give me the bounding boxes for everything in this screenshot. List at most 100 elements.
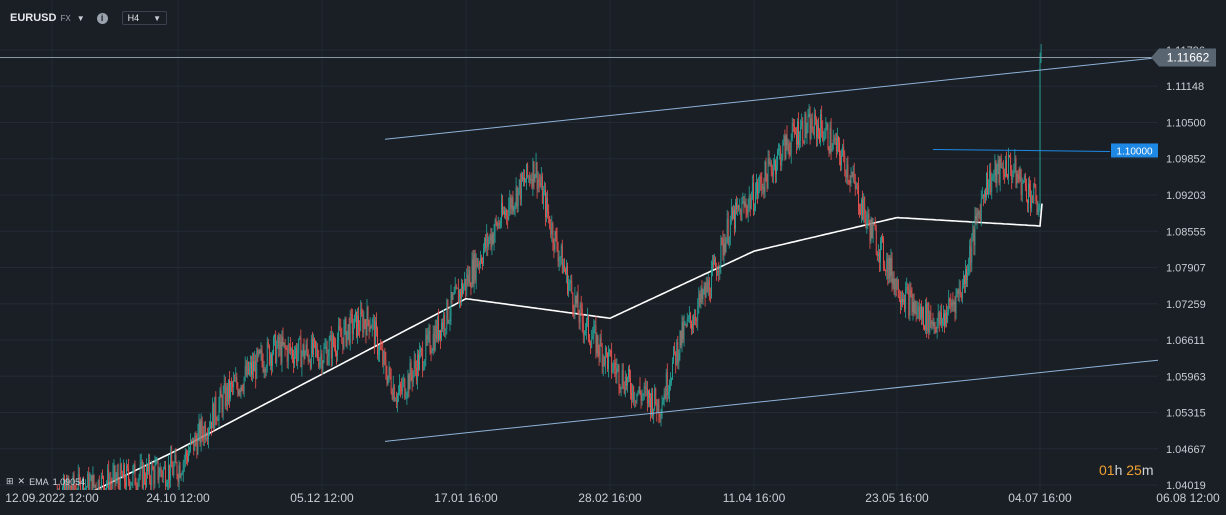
- candle-body: [653, 408, 655, 417]
- candle-body: [387, 375, 389, 385]
- candle-body: [298, 338, 300, 353]
- indicator-remove-icon[interactable]: ✕: [17, 476, 26, 486]
- symbol-name[interactable]: EURUSD: [10, 12, 57, 24]
- candle-body: [766, 175, 768, 189]
- candle-body: [318, 358, 320, 367]
- candle-body: [593, 325, 595, 337]
- candle-body: [452, 293, 454, 300]
- candle-body: [902, 299, 903, 302]
- candle-body: [709, 297, 711, 299]
- level-line[interactable]: [932, 148, 1111, 152]
- candle-body: [392, 385, 394, 399]
- candle-body: [686, 318, 688, 326]
- candle-body: [356, 311, 357, 337]
- candle-body: [704, 285, 706, 298]
- candle-body: [889, 257, 891, 276]
- candle-body: [100, 475, 102, 499]
- candle-body: [1007, 175, 1008, 178]
- candle-body: [133, 464, 135, 470]
- candle-body: [986, 172, 987, 198]
- candle-body: [514, 203, 516, 208]
- candle-body: [659, 415, 661, 417]
- candle-body: [1005, 160, 1006, 177]
- candle-body: [937, 312, 939, 322]
- candle-body: [1035, 187, 1037, 202]
- candle-body: [456, 287, 458, 289]
- candle-body: [270, 354, 271, 365]
- candle-body: [985, 191, 986, 198]
- x-tick-label: 23.05 16:00: [865, 491, 929, 505]
- candle-body: [212, 404, 214, 429]
- candle-body: [544, 190, 545, 192]
- channel-upper-line[interactable]: [384, 57, 1159, 140]
- symbol-dropdown-icon[interactable]: ▼: [76, 13, 85, 23]
- candle-body: [411, 375, 413, 383]
- candle-body: [285, 347, 287, 349]
- candle-body: [996, 166, 998, 183]
- candle-body: [1038, 207, 1040, 209]
- candle-body: [478, 263, 480, 265]
- info-icon[interactable]: i: [96, 12, 108, 24]
- candle-body: [882, 237, 883, 240]
- y-tick-label: 1.07259: [1166, 299, 1206, 311]
- candle-body: [980, 198, 982, 221]
- candle-body: [445, 328, 447, 330]
- level-price-text: 1.10000: [1116, 146, 1153, 157]
- candle-body: [498, 222, 500, 226]
- candle-body: [728, 237, 730, 244]
- candle-body: [658, 399, 660, 416]
- candle-body: [289, 344, 291, 351]
- candle-body: [179, 465, 181, 478]
- candle-body: [186, 451, 187, 457]
- channel-lower-line[interactable]: [384, 359, 1159, 442]
- candle-body: [388, 367, 390, 376]
- candle-body: [87, 474, 89, 488]
- candle-body: [806, 129, 808, 135]
- candle-body: [981, 195, 983, 199]
- candle-body: [936, 321, 938, 333]
- candle-body: [863, 197, 865, 219]
- candle-body: [883, 239, 884, 265]
- candle-body: [765, 161, 767, 176]
- candle-body: [970, 246, 972, 263]
- candle-body: [469, 270, 471, 287]
- candle-body: [693, 324, 694, 325]
- candle-body: [929, 312, 931, 333]
- candle-body: [859, 209, 860, 213]
- timeframe-select[interactable]: H4 ▼: [121, 11, 168, 25]
- candle-body: [853, 172, 855, 181]
- candle-body: [74, 489, 76, 491]
- candle-body: [646, 388, 648, 404]
- candle-body: [302, 344, 304, 354]
- candle-body: [665, 372, 667, 399]
- candle-body: [600, 338, 602, 346]
- candle-body: [265, 367, 267, 373]
- candle-body: [1014, 158, 1016, 172]
- candle-body: [421, 349, 422, 351]
- candle-body: [348, 324, 350, 344]
- candle-body: [590, 342, 592, 348]
- candle-body: [805, 114, 807, 135]
- candle-body: [551, 223, 553, 235]
- candle-body: [120, 464, 122, 474]
- candle-body: [837, 136, 838, 152]
- candle-body: [64, 478, 65, 492]
- candle-body: [669, 381, 670, 393]
- candle-body: [238, 390, 240, 395]
- candle-body: [335, 345, 336, 354]
- candle-body: [358, 315, 359, 329]
- candle-body: [892, 278, 894, 284]
- candle-body: [509, 197, 511, 208]
- candle-body: [796, 133, 797, 145]
- indicator-settings-icon[interactable]: ⊞: [6, 476, 14, 486]
- candle-body: [398, 392, 399, 395]
- candle-body: [848, 180, 850, 182]
- candle-body: [504, 211, 505, 215]
- candle-body: [277, 336, 279, 348]
- candle-body: [589, 338, 590, 343]
- level-price-label[interactable]: 1.10000: [1111, 143, 1158, 158]
- candle-body: [713, 263, 714, 264]
- candle-body: [303, 344, 305, 360]
- candle-body: [933, 322, 935, 327]
